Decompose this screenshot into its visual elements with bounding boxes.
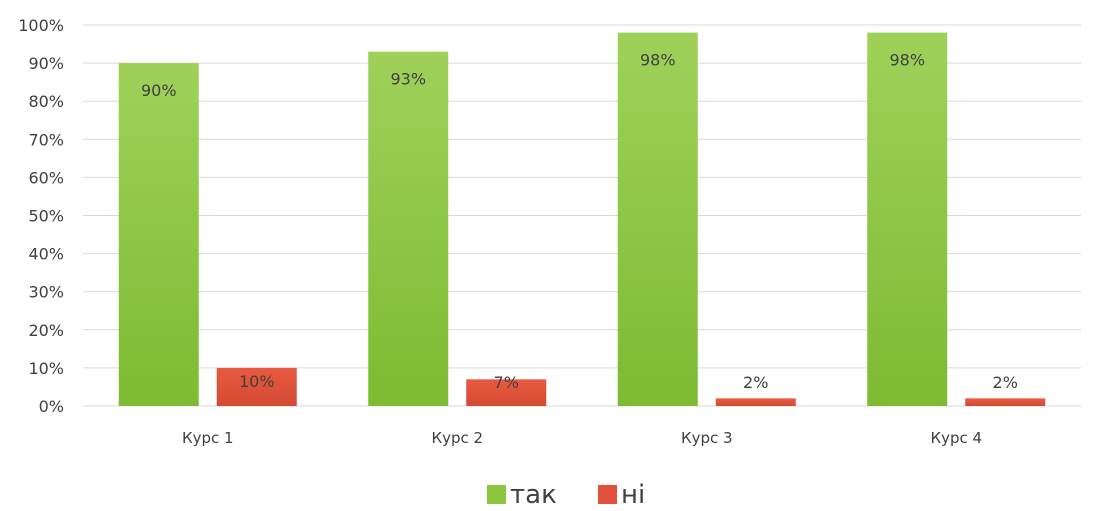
y-tick-label: 10% bbox=[28, 359, 64, 378]
data-label: 93% bbox=[390, 70, 426, 89]
y-tick-label: 70% bbox=[28, 130, 64, 149]
y-tick-label: 40% bbox=[28, 245, 64, 264]
x-axis-categories: Курс 1 Курс 2 Курс 3 Курс 4 bbox=[182, 429, 982, 447]
data-labels: 90% 10% 93% 7% 98% 2% 98% 2% bbox=[141, 51, 1018, 392]
data-label: 98% bbox=[640, 51, 676, 70]
data-label: 2% bbox=[743, 373, 768, 392]
y-tick-label: 50% bbox=[28, 207, 64, 226]
y-tick-label: 80% bbox=[28, 92, 64, 111]
y-tick-label: 30% bbox=[28, 283, 64, 302]
x-category-label: Курс 3 bbox=[681, 429, 733, 447]
legend-swatch bbox=[598, 485, 617, 504]
legend-label: так bbox=[510, 480, 557, 510]
x-category-label: Курс 2 bbox=[431, 429, 483, 447]
data-label: 7% bbox=[494, 373, 519, 392]
y-tick-label: 20% bbox=[28, 321, 64, 340]
bar-ni bbox=[466, 379, 547, 406]
bar-tak bbox=[118, 63, 199, 406]
legend-label: ні bbox=[621, 480, 645, 510]
x-category-label: Курс 4 bbox=[930, 429, 982, 447]
y-tick-label: 60% bbox=[28, 168, 64, 187]
legend-swatch bbox=[487, 485, 506, 504]
data-label: 2% bbox=[993, 373, 1018, 392]
bar-tak bbox=[368, 51, 449, 407]
bar-ni bbox=[715, 398, 796, 406]
x-category-label: Курс 1 bbox=[182, 429, 234, 447]
legend: так ні bbox=[487, 480, 645, 510]
y-tick-label: 90% bbox=[28, 54, 64, 73]
data-label: 98% bbox=[889, 51, 925, 70]
bars bbox=[118, 32, 1046, 407]
data-label: 10% bbox=[239, 372, 275, 391]
bar-ni bbox=[965, 398, 1046, 406]
y-axis-ticks: 0% 10% 20% 30% 40% 50% 60% 70% 80% 90% 100% bbox=[18, 16, 64, 416]
y-tick-label: 0% bbox=[39, 397, 64, 416]
y-tick-label: 100% bbox=[18, 16, 64, 35]
bar-tak bbox=[617, 32, 698, 407]
data-label: 90% bbox=[141, 81, 177, 100]
bar-ni bbox=[216, 367, 297, 406]
bar-tak bbox=[867, 32, 948, 407]
